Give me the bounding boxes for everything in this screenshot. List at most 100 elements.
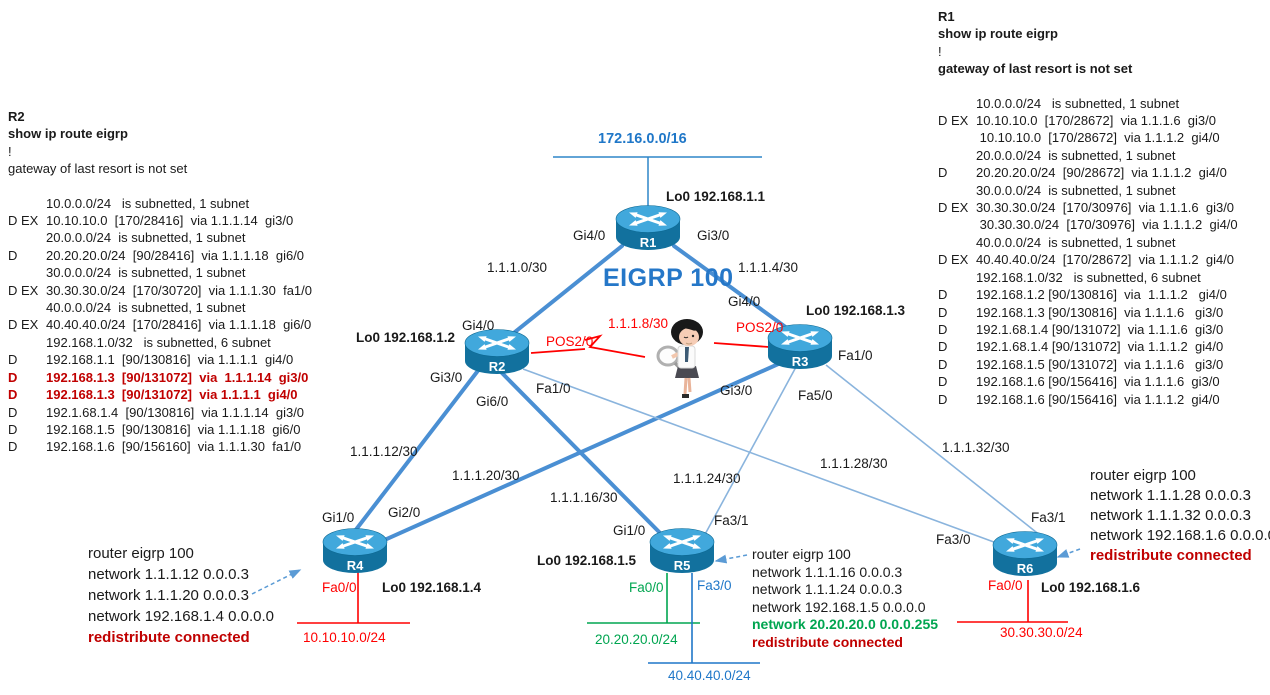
route-code: D EX bbox=[8, 317, 39, 333]
r3-gi40-label: Gi4/0 bbox=[728, 294, 761, 309]
config-line: router eigrp 100 bbox=[1090, 467, 1196, 484]
route-row: D 192.168.1.6 [90/156160] via 1.1.1.30 f… bbox=[8, 438, 363, 455]
route-row: D 192.168.1.3 [90/131072] via 1.1.1.14 g… bbox=[8, 369, 363, 386]
hostname: R2 bbox=[8, 109, 25, 124]
route-entry: 192.168.1.3 [90/131072] via 1.1.1.14 gi3… bbox=[46, 369, 309, 385]
route-row: 10.0.0.0/24 is subnetted, 1 subnet bbox=[938, 95, 1270, 112]
route-code bbox=[938, 234, 976, 251]
route-code bbox=[8, 264, 46, 281]
route-entry: 40.0.0.0/24 is subnetted, 1 subnet bbox=[976, 234, 1176, 250]
route-code bbox=[8, 299, 46, 316]
router-label: R3 bbox=[792, 354, 809, 369]
config-line: network 192.168.1.5 0.0.0.0 bbox=[752, 598, 926, 615]
route-entry: 10.10.10.0 [170/28672] via 1.1.1.2 gi4/0 bbox=[976, 130, 1220, 146]
r1-gi30-label: Gi3/0 bbox=[697, 228, 730, 243]
route-code bbox=[938, 216, 976, 233]
r2-gi40-label: Gi4/0 bbox=[462, 318, 495, 333]
config-line: network 1.1.1.32 0.0.0.3 bbox=[1090, 507, 1251, 524]
route-row: 30.0.0.0/24 is subnetted, 1 subnet bbox=[8, 264, 363, 281]
route-entry: 10.10.10.0 [170/28672] via 1.1.1.6 gi3/0 bbox=[976, 113, 1216, 129]
r6-fa00-label: Fa0/0 bbox=[988, 578, 1023, 593]
route-code: D bbox=[8, 421, 18, 437]
router-r4: R4 bbox=[322, 528, 388, 573]
route-entry: 192.168.1.6 [90/156416] via 1.1.1.6 gi3/… bbox=[976, 374, 1220, 390]
r6-fa30-label: Fa3/0 bbox=[936, 532, 971, 547]
r6-stub-network-label: 30.30.30.0/24 bbox=[1000, 625, 1083, 640]
route-row: 20.0.0.0/24 is subnetted, 1 subnet bbox=[938, 147, 1270, 164]
r2-gi60-label: Gi6/0 bbox=[476, 394, 509, 409]
route-row: D 20.20.20.0/24 [90/28672] via 1.1.1.2 g… bbox=[938, 164, 1270, 181]
route-entry: 40.0.0.0/24 is subnetted, 1 subnet bbox=[46, 300, 246, 316]
r2-route-table-header: R2 show ip route eigrp ! gateway of last… bbox=[8, 108, 363, 178]
route-code: D bbox=[8, 439, 18, 455]
route-code bbox=[938, 182, 976, 199]
r1-loopback-label: Lo0 192.168.1.1 bbox=[666, 189, 766, 204]
router-label: R6 bbox=[1017, 561, 1034, 576]
r4-gi20-label: Gi2/0 bbox=[388, 505, 421, 520]
r4-stub-network-label: 10.10.10.0/24 bbox=[303, 630, 386, 645]
route-row: 30.30.30.0/24 [170/30976] via 1.1.1.2 gi… bbox=[938, 216, 1270, 233]
subnet-1114-label: 1.1.1.4/30 bbox=[738, 260, 799, 275]
r5-green-stub-segment bbox=[587, 573, 700, 624]
route-row: D EX 40.40.40.0/24 [170/28672] via 1.1.1… bbox=[938, 251, 1270, 268]
router-label: R1 bbox=[640, 235, 657, 250]
route-entry: 192.168.1.5 [90/131072] via 1.1.1.6 gi3/… bbox=[976, 356, 1224, 372]
route-code: D EX bbox=[8, 213, 39, 229]
route-entry: 192.168.1.0/32 is subnetted, 6 subnet bbox=[46, 334, 271, 350]
top-network-segment bbox=[553, 156, 762, 211]
route-code: D bbox=[938, 304, 948, 320]
bang: ! bbox=[8, 143, 12, 159]
router-label: R4 bbox=[347, 558, 364, 573]
tie bbox=[685, 347, 689, 362]
eigrp-links-thin bbox=[522, 364, 1042, 546]
r5-fa30-label: Fa3/0 bbox=[697, 578, 732, 593]
link-r1-r2 bbox=[503, 244, 624, 342]
route-code: D bbox=[8, 387, 18, 403]
link-r2-r6 bbox=[522, 368, 1003, 546]
route-entry: 192.168.1.1 [90/130816] via 1.1.1.1 gi4/… bbox=[46, 352, 294, 368]
route-entry: 192.168.1.3 [90/130816] via 1.1.1.6 gi3/… bbox=[976, 304, 1224, 320]
r2-pos20-label: POS2/0 bbox=[546, 334, 594, 349]
r6-fa31-label: Fa3/1 bbox=[1031, 510, 1066, 525]
hostname: R1 bbox=[938, 9, 955, 24]
route-row: D 192.168.1.6 [90/156416] via 1.1.1.2 gi… bbox=[938, 391, 1270, 408]
r5-green-stub-network-label: 20.20.20.0/24 bbox=[595, 632, 678, 647]
link-break-icon bbox=[584, 334, 646, 358]
r4-stub-segment bbox=[297, 570, 410, 624]
r1-route-rows: 10.0.0.0/24 is subnetted, 1 subnet D EX … bbox=[938, 95, 1270, 408]
config-green-network-line: network 20.20.20.0 0.0.0.255 bbox=[752, 616, 939, 633]
router-r2: R2 bbox=[464, 329, 530, 374]
router-r1: R1 bbox=[615, 205, 681, 250]
route-row: 192.168.1.0/32 is subnetted, 6 subnet bbox=[938, 269, 1270, 286]
route-row: 10.0.0.0/24 is subnetted, 1 subnet bbox=[8, 195, 363, 212]
route-code bbox=[938, 147, 976, 164]
route-entry: 10.10.10.0 [170/28416] via 1.1.1.14 gi3/… bbox=[46, 213, 294, 229]
r3-loopback-label: Lo0 192.168.1.3 bbox=[806, 303, 906, 318]
route-entry: 192.168.1.6 [90/156160] via 1.1.1.30 fa1… bbox=[46, 439, 302, 455]
r5-blue-stub-network-label: 40.40.40.0/24 bbox=[668, 668, 751, 683]
route-row: D EX 10.10.10.0 [170/28672] via 1.1.1.6 … bbox=[938, 112, 1270, 129]
route-row: D 192.1.68.1.4 [90/130816] via 1.1.1.14 … bbox=[8, 404, 363, 421]
route-row: 30.0.0.0/24 is subnetted, 1 subnet bbox=[938, 182, 1270, 199]
route-row: D 20.20.20.0/24 [90/28416] via 1.1.1.18 … bbox=[8, 247, 363, 264]
eigrp-as-title: EIGRP 100 bbox=[603, 264, 734, 292]
route-entry: 30.30.30.0/24 [170/30976] via 1.1.1.2 gi… bbox=[976, 217, 1238, 233]
route-code bbox=[8, 334, 46, 351]
route-code: D EX bbox=[938, 113, 969, 129]
r1-gi40-label: Gi4/0 bbox=[573, 228, 606, 243]
route-entry: 30.30.30.0/24 [170/30976] via 1.1.1.6 gi… bbox=[976, 200, 1235, 216]
route-row: D 192.1.68.1.4 [90/131072] via 1.1.1.2 g… bbox=[938, 338, 1270, 355]
link-r4-r3 bbox=[378, 359, 787, 544]
gateway-line: gateway of last resort is not set bbox=[8, 161, 188, 177]
config-line: network 1.1.1.12 0.0.0.3 bbox=[88, 566, 249, 583]
link-r1-r3 bbox=[672, 244, 793, 333]
route-entry: 10.0.0.0/24 is subnetted, 1 subnet bbox=[46, 195, 250, 211]
r2-route-rows: 10.0.0.0/24 is subnetted, 1 subnet D EX … bbox=[8, 195, 363, 456]
r2-gi30-label: Gi3/0 bbox=[430, 370, 463, 385]
route-entry: 192.168.1.5 [90/130816] via 1.1.1.18 gi6… bbox=[46, 421, 301, 437]
r6-stub-segment bbox=[957, 580, 1068, 623]
top-network-label: 172.16.0.0/16 bbox=[598, 131, 687, 147]
route-code: D EX bbox=[8, 282, 39, 298]
route-entry: 30.0.0.0/24 is subnetted, 1 subnet bbox=[976, 182, 1176, 198]
